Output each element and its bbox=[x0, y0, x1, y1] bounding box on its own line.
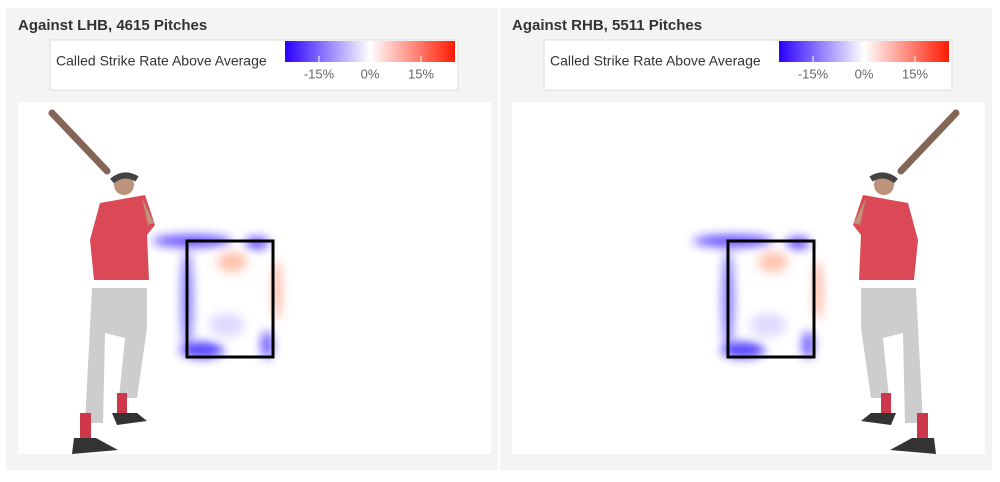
color-bar bbox=[285, 41, 455, 62]
heat-blob bbox=[721, 342, 765, 358]
legend-tick-label: 15% bbox=[408, 66, 434, 81]
strike-zone bbox=[185, 239, 275, 359]
heat-blob bbox=[814, 260, 822, 320]
heat-blob bbox=[273, 260, 281, 320]
heat-blob bbox=[217, 252, 247, 272]
heat-blob bbox=[245, 237, 269, 249]
legend-tick-label: -15% bbox=[304, 66, 335, 81]
heat-blob bbox=[261, 331, 273, 359]
heat-blob bbox=[802, 331, 814, 359]
legend-tick-label: 0% bbox=[361, 66, 380, 81]
legend-tick-label: 15% bbox=[902, 66, 928, 81]
color-bar bbox=[779, 41, 949, 62]
panel: Against RHB, 5511 Pitches Called Strike R… bbox=[500, 8, 992, 470]
heat-blob bbox=[750, 313, 786, 337]
strike-zone bbox=[726, 239, 816, 359]
heat-blob bbox=[758, 252, 788, 272]
legend-label: Called Strike Rate Above Average bbox=[550, 53, 761, 69]
panel: Against LHB, 4615 Pitches Called Strike R… bbox=[6, 8, 498, 470]
heat-blob bbox=[786, 237, 810, 249]
heat-blob bbox=[209, 313, 245, 337]
panel-title: Against RHB, 5511 Pitches bbox=[512, 17, 702, 34]
legend-tick-label: 0% bbox=[855, 66, 874, 81]
heat-blob bbox=[180, 342, 224, 358]
panel-title: Against LHB, 4615 Pitches bbox=[18, 17, 207, 34]
legend-label: Called Strike Rate Above Average bbox=[56, 53, 267, 69]
legend-tick-label: -15% bbox=[798, 66, 829, 81]
